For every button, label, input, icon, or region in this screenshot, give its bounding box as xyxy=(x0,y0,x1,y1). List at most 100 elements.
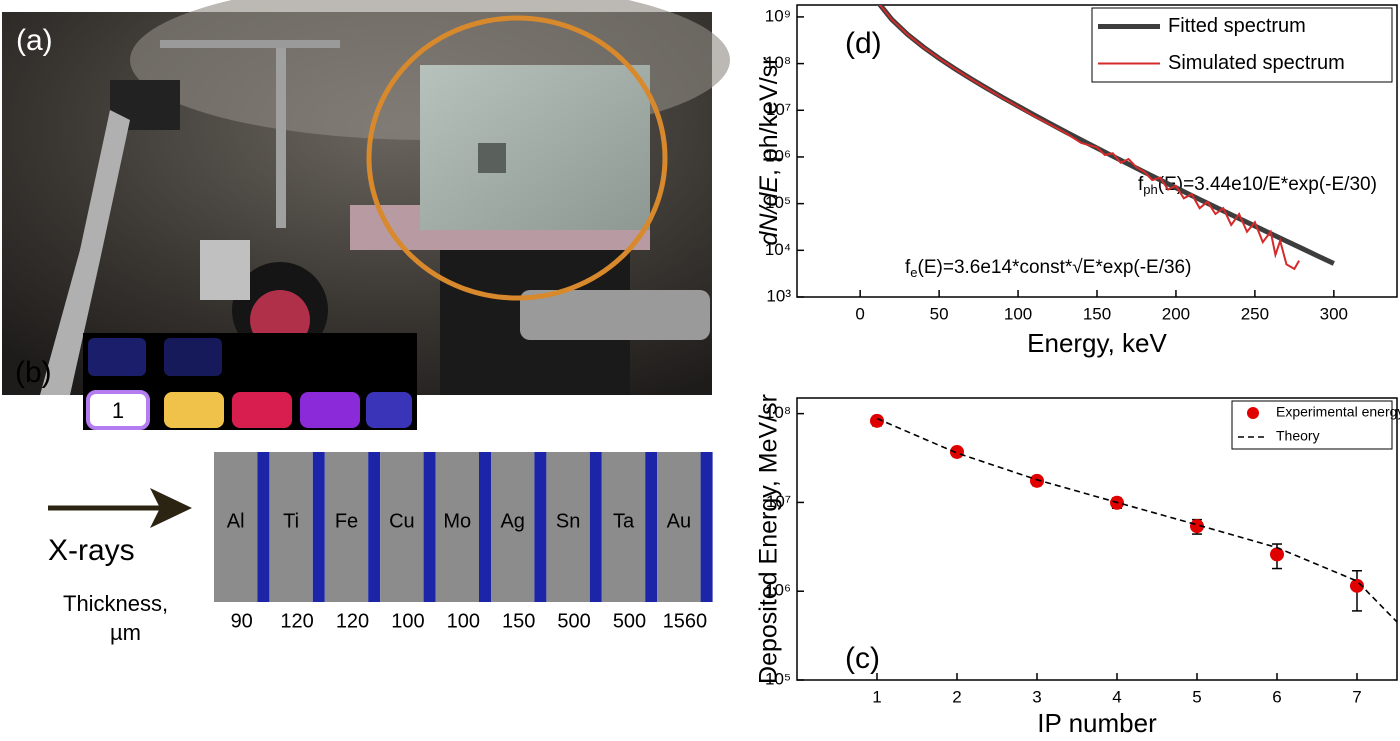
x-tick-label: 3 xyxy=(1032,687,1041,706)
filter-thickness: 100 xyxy=(447,610,480,632)
x-tick-label: 150 xyxy=(1083,304,1111,323)
legend-box xyxy=(1091,7,1393,83)
plate-label: 1 xyxy=(112,398,124,423)
x-tick-label: 100 xyxy=(1004,304,1032,323)
data-point xyxy=(1270,547,1284,562)
y-tick-label: 10⁷ xyxy=(766,100,791,119)
annotation-sub: e xyxy=(910,265,917,280)
filter-strip: Al 90 Ti 120 Fe 120 Cu 100 Mo 100 Ag 150 Sn 500 Ta 500 A… xyxy=(214,452,713,632)
data-point xyxy=(1350,578,1364,593)
filter-separator xyxy=(257,452,270,602)
filter xyxy=(214,452,258,602)
filter-name: Au xyxy=(667,510,691,532)
x-tick-label: 1 xyxy=(872,687,881,706)
filter-name: Sn xyxy=(556,510,580,532)
rod xyxy=(276,48,286,228)
annotation-sub: ph xyxy=(1143,182,1157,197)
filter-separator xyxy=(368,452,381,602)
y-tick-label: 10⁵ xyxy=(765,669,791,688)
plot-frame xyxy=(796,4,1398,298)
x-tick-label: 5 xyxy=(1192,687,1201,706)
filter-separator xyxy=(423,452,436,602)
panel-label: (d) xyxy=(845,27,882,60)
filter-name: Al xyxy=(227,510,245,532)
annotation-main: f xyxy=(1138,174,1144,195)
data-point xyxy=(1030,473,1044,488)
cube xyxy=(420,65,650,230)
arrow-head xyxy=(150,488,192,528)
annotation-rest: (E)=3.6e14*const*√E*exp(-E/36) xyxy=(918,257,1192,278)
x-tick-label: 2 xyxy=(952,687,961,706)
filter-name: Ti xyxy=(283,510,299,532)
plot-area xyxy=(877,5,1335,271)
plate-1 xyxy=(86,390,150,430)
y-tick-label: 10⁶ xyxy=(765,146,791,165)
filter-name: Ag xyxy=(500,510,524,532)
legend-label: Theory xyxy=(1276,428,1320,444)
x-tick-label: 250 xyxy=(1241,304,1269,323)
legend-label: Experimental energy deposition xyxy=(1276,404,1400,420)
panel-label: (b) xyxy=(15,356,52,389)
plate-5 xyxy=(366,392,412,428)
block xyxy=(200,240,250,300)
plate-dim xyxy=(164,338,222,376)
data-point xyxy=(950,444,964,459)
filter-name: Fe xyxy=(335,510,358,532)
annotation-main: f xyxy=(905,257,911,278)
line-series xyxy=(878,5,1300,271)
thickness-label: Thickness, xyxy=(63,591,168,616)
x-axis-label: Energy, keV xyxy=(1027,328,1167,358)
filter xyxy=(380,452,424,602)
data-point xyxy=(1190,519,1204,534)
y-tick-label: 10⁷ xyxy=(766,492,791,511)
filter-thickness: 150 xyxy=(502,610,535,632)
x-axis-label: IP number xyxy=(1037,708,1157,738)
annotation-rest: (E)=3.44e10/E*exp(-E/30) xyxy=(1158,174,1377,195)
filter-thickness: 90 xyxy=(231,610,253,632)
plot-frame xyxy=(796,397,1398,681)
legend-swatch xyxy=(1247,407,1259,419)
micrometer xyxy=(520,290,710,340)
filter xyxy=(657,452,701,602)
filter xyxy=(601,452,646,602)
filter-thickness: 1560 xyxy=(663,610,708,632)
y-tick-label: 10⁹ xyxy=(765,6,791,25)
filter-thickness: 100 xyxy=(391,610,424,632)
y-tick-label: 10⁸ xyxy=(765,403,791,422)
highlight-circle xyxy=(366,15,668,301)
filter-name: Ta xyxy=(613,510,635,532)
filter xyxy=(435,452,479,602)
filter xyxy=(324,452,369,602)
filter-name: Mo xyxy=(443,510,471,532)
x-tick-label: 0 xyxy=(855,304,864,323)
filter-separator xyxy=(589,452,602,602)
filter-separator xyxy=(700,452,713,602)
filter xyxy=(269,452,313,602)
legend-label: Fitted spectrum xyxy=(1168,15,1306,37)
cable xyxy=(40,110,130,395)
charts: 0 50 100 150 200 250 300 10³ 10⁴ 10⁵ 10⁶ 10⁷ 10⁸ 10⁹ E… xyxy=(755,4,1400,738)
plate-dim xyxy=(88,338,146,376)
arrow-label: X-rays xyxy=(48,534,135,567)
x-tick-label: 7 xyxy=(1352,687,1361,706)
annotation: fph(E)=3.44e10/E*exp(-E/30) xyxy=(1138,174,1377,197)
annotation: fe(E)=3.6e14*const*√E*exp(-E/36) xyxy=(905,257,1191,280)
legend-label: Simulated spectrum xyxy=(1168,52,1345,74)
filter-separator xyxy=(479,452,491,602)
y-axis-label: Deposited Energy, MeV/sr xyxy=(755,394,783,684)
plot-area xyxy=(870,413,1397,623)
y-tick-label: 10⁶ xyxy=(765,581,791,600)
cube-hole xyxy=(478,143,506,173)
y-tick-label: 10⁴ xyxy=(765,240,791,259)
filter-thickness: 500 xyxy=(613,610,646,632)
filter xyxy=(546,452,590,602)
thickness-unit: µm xyxy=(110,620,141,645)
x-tick-label: 6 xyxy=(1272,687,1281,706)
filter-thickness: 500 xyxy=(557,610,590,632)
y-tick-label: 10³ xyxy=(766,286,791,305)
x-tick-label: 4 xyxy=(1112,687,1121,706)
x-tick-label: 200 xyxy=(1162,304,1190,323)
line-series xyxy=(876,417,1397,623)
filter-separator xyxy=(534,452,547,602)
